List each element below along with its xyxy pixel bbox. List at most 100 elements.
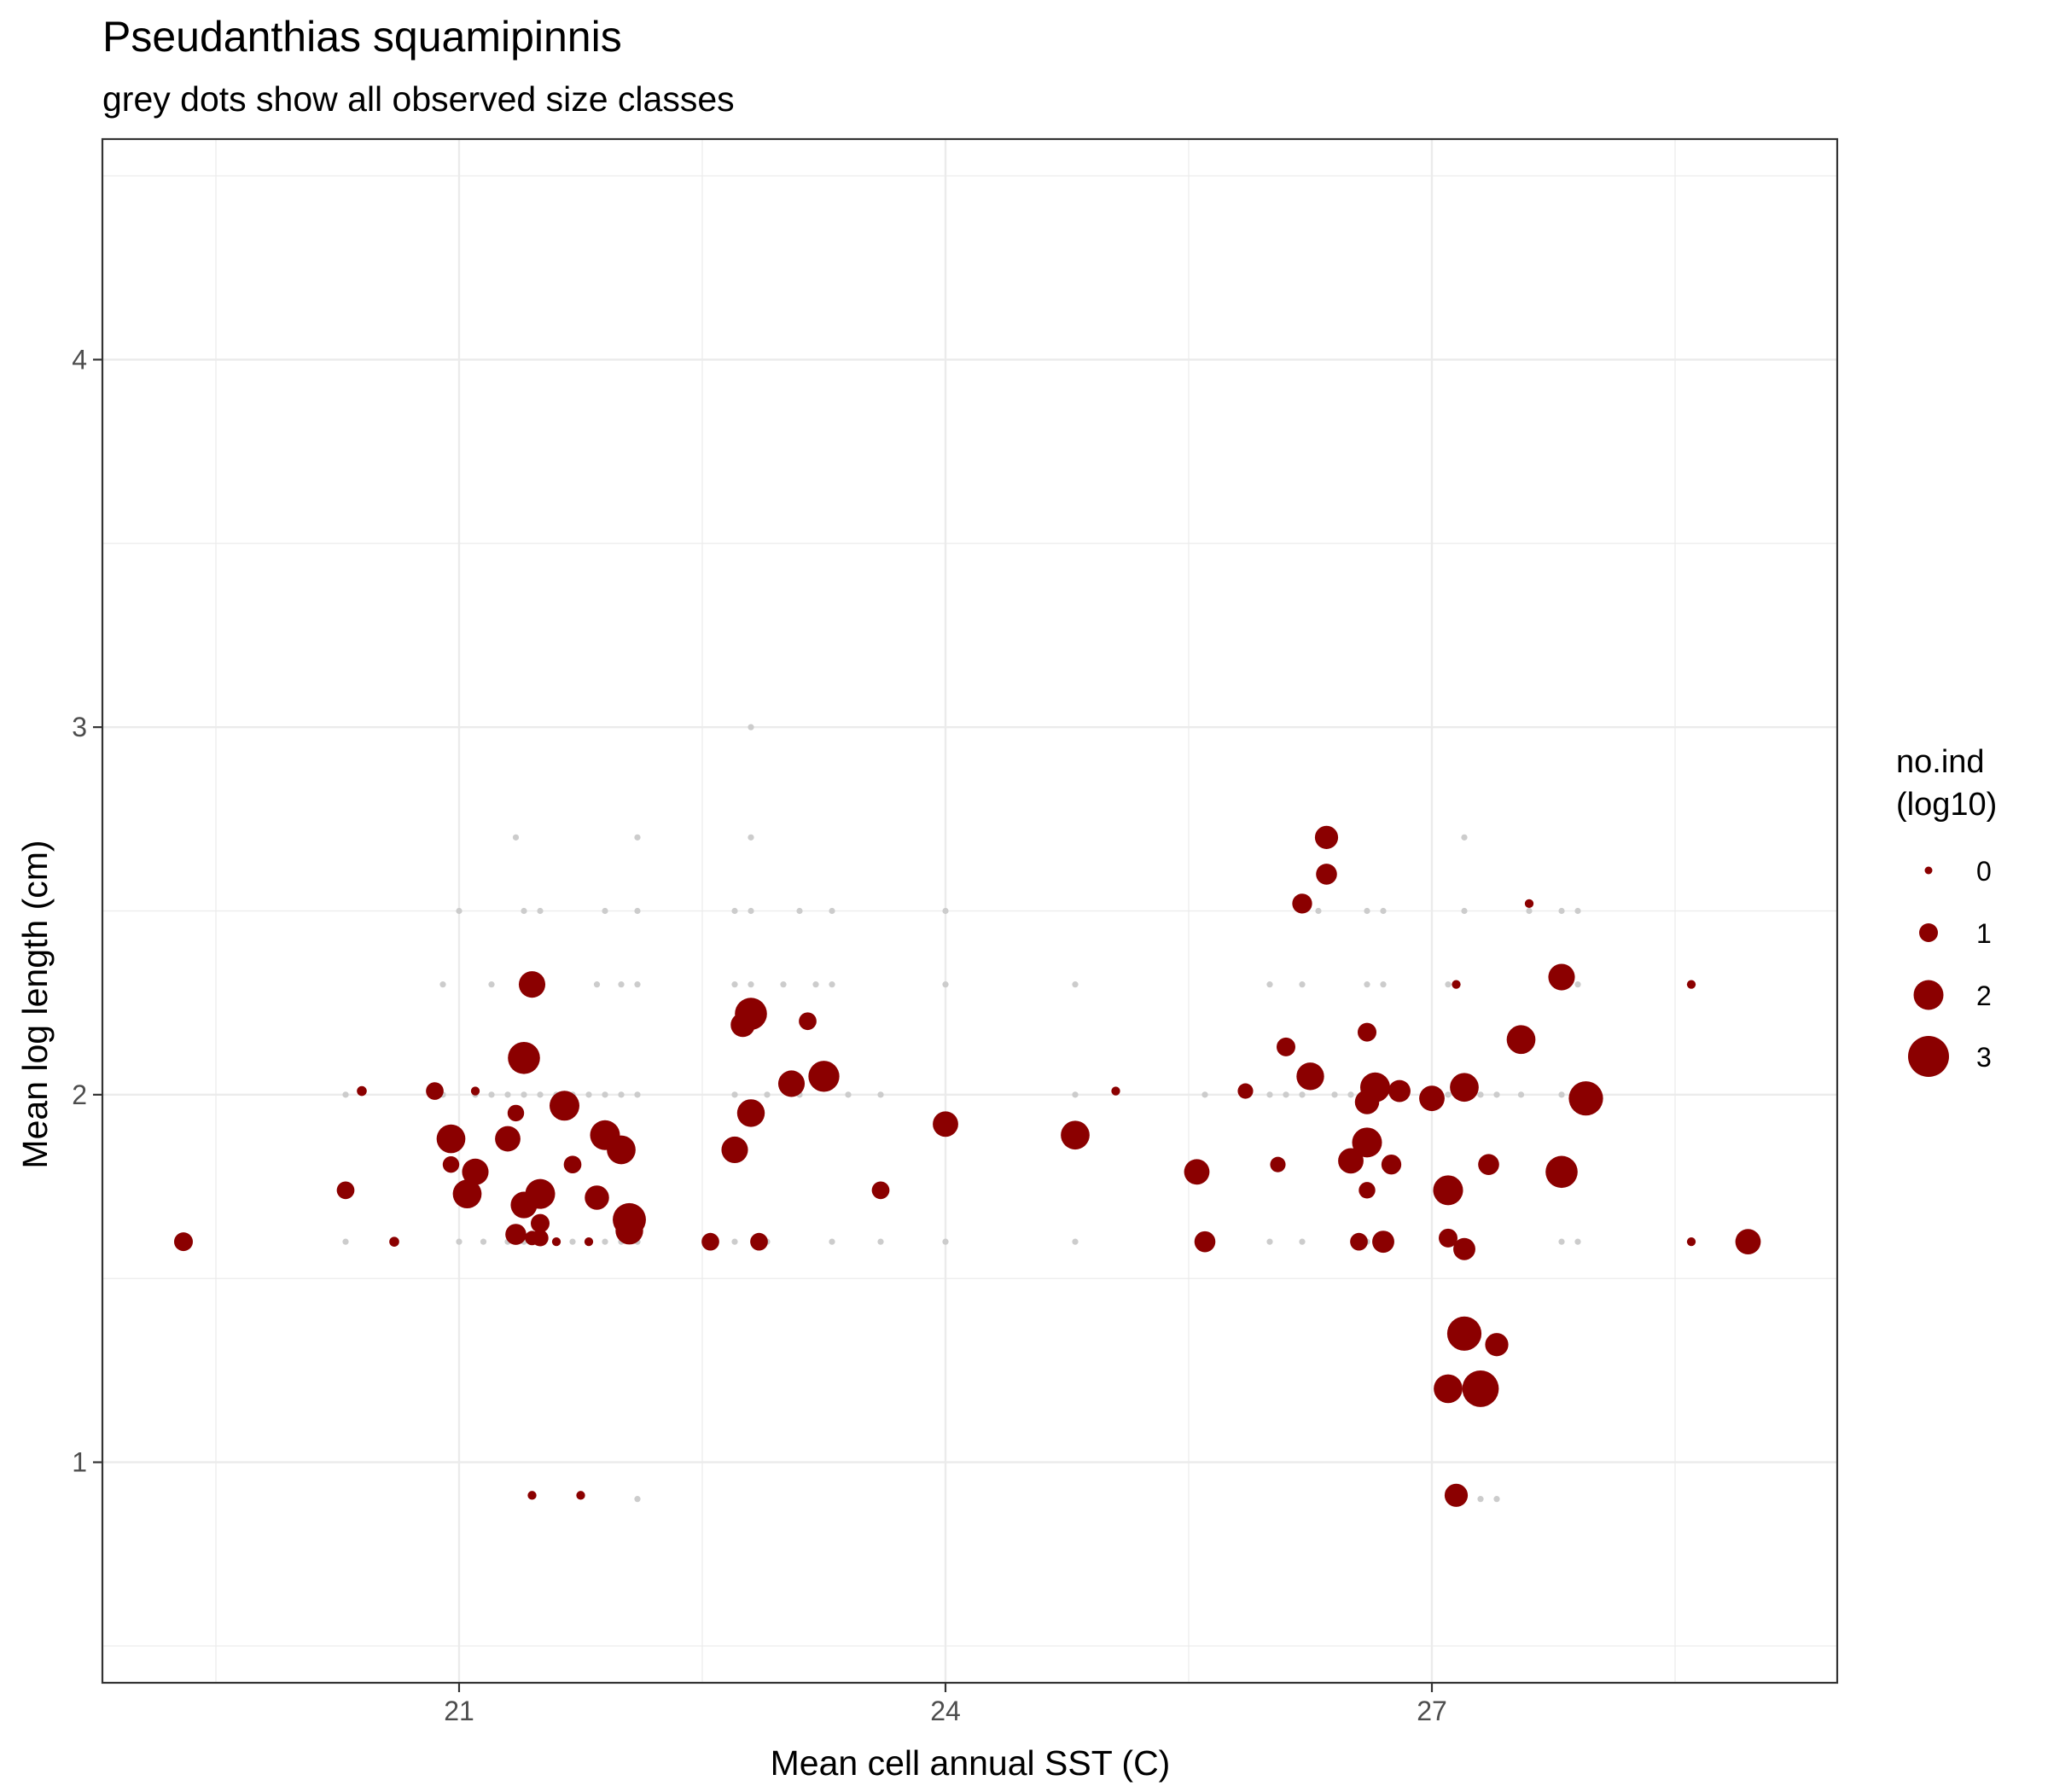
grey-size-class-point [1558, 1091, 1565, 1098]
plot-grid [102, 139, 1837, 1683]
grey-size-class-point [1347, 1091, 1354, 1098]
mean-length-point [357, 1085, 367, 1097]
mean-length-point [1452, 980, 1461, 989]
mean-length-point [1453, 1237, 1475, 1260]
grey-size-class-point [942, 907, 949, 915]
grey-size-class-point [1072, 1091, 1079, 1098]
grey-size-class-point [1526, 907, 1533, 915]
mean-length-point [750, 1232, 768, 1251]
mean-length-point [1686, 980, 1696, 989]
grey-size-class-point [1266, 1091, 1273, 1098]
mean-length-point [1446, 1316, 1482, 1351]
y-tick-label: 1 [72, 1447, 87, 1478]
mean-length-point [1061, 1120, 1090, 1150]
mean-length-point [736, 1099, 765, 1127]
grey-size-class-point [1574, 1238, 1581, 1245]
mean-length-point [1194, 1231, 1216, 1253]
grey-size-class-point [1315, 907, 1322, 915]
grey-size-class-point [1477, 1496, 1484, 1503]
mean-length-point [1314, 825, 1339, 849]
grey-size-class-point [1283, 1091, 1289, 1098]
grey-size-class-point [780, 981, 787, 988]
mean-length-point [507, 1104, 525, 1122]
mean-length-point [1270, 1156, 1286, 1172]
grey-size-class-point [829, 1238, 835, 1245]
mean-length-point [607, 1135, 636, 1165]
mean-length-point [436, 1124, 466, 1154]
mean-length-point [1237, 1083, 1254, 1099]
grey-size-class-point [593, 981, 601, 988]
mean-length-point [1433, 1175, 1463, 1206]
x-tick-label: 27 [1417, 1696, 1447, 1726]
grey-size-class-point [1380, 907, 1387, 915]
mean-length-point [1352, 1127, 1382, 1158]
y-tick-label: 2 [72, 1079, 87, 1110]
mean-length-point [701, 1232, 719, 1251]
grey-size-class-point [504, 1091, 511, 1098]
grey-size-class-point [1299, 1091, 1306, 1098]
mean-length-point [1506, 1025, 1536, 1055]
mean-length-point [1381, 1155, 1402, 1175]
mean-length-point [174, 1232, 193, 1252]
mean-length-point [1686, 1236, 1696, 1247]
legend-label-3: 3 [1976, 1042, 1992, 1073]
legend-title-line-1: no.ind [1896, 744, 1985, 780]
grey-size-class-point [521, 1091, 527, 1098]
grey-size-class-point [796, 907, 803, 915]
grey-size-class-point [1072, 981, 1079, 988]
legend-key-1 [1919, 923, 1938, 942]
grey-size-class-point [748, 724, 754, 730]
mean-length-point [470, 1086, 480, 1096]
grey-size-class-point [456, 1238, 463, 1245]
mean-length-point [1439, 1228, 1457, 1248]
grey-size-class-point [634, 1496, 641, 1503]
mean-length-point [933, 1111, 958, 1137]
mean-length-point [585, 1185, 609, 1210]
grey-size-class-point [731, 981, 738, 988]
mean-length-point [532, 1230, 549, 1247]
grey-size-class-point [1445, 1091, 1452, 1098]
mean-length-point [1524, 899, 1534, 909]
chart-subtitle: grey dots show all observed size classes [102, 79, 735, 119]
mean-length-point [576, 1491, 585, 1500]
mean-length-point [527, 1491, 537, 1500]
mean-length-point [508, 1041, 540, 1074]
mean-length-point [1419, 1085, 1445, 1112]
grey-size-class-point [1574, 981, 1581, 988]
grey-size-class-point [731, 907, 738, 915]
grey-size-class-point [488, 981, 495, 988]
grey-size-class-point [488, 1091, 495, 1098]
y-tick-label: 4 [72, 344, 87, 375]
mean-length-point [462, 1158, 489, 1185]
grey-size-class-point [480, 1238, 487, 1245]
grey-size-class-point [748, 834, 754, 841]
panel-border [101, 137, 1839, 1684]
grey-size-class-point [569, 1238, 576, 1245]
mean-length-point [1277, 1037, 1295, 1056]
grey-size-class-point [634, 1091, 641, 1098]
grey-size-class-point [585, 1091, 592, 1098]
legend-key-0 [1924, 866, 1933, 875]
grey-size-class-point [1266, 1238, 1273, 1245]
grey-size-class-point [1574, 907, 1581, 915]
grey-size-class-point [342, 1091, 349, 1098]
grey-size-class-point [877, 1091, 884, 1098]
grey-size-class-point [537, 907, 544, 915]
mean-length-point [1338, 1148, 1364, 1174]
grey-size-class-point [634, 981, 641, 988]
mean-length-point [799, 1012, 817, 1031]
mean-length-point [550, 1091, 579, 1121]
grey-size-class-point [634, 907, 641, 915]
mean-length-point [1316, 864, 1337, 885]
mean-length-point [442, 1155, 460, 1173]
mean-length-point [777, 1070, 806, 1097]
mean-length-point [721, 1136, 748, 1164]
mean-length-point [1444, 1483, 1469, 1507]
grey-size-class-point [1364, 907, 1370, 915]
grey-size-class-point [439, 981, 446, 988]
grey-size-class-point [521, 907, 527, 915]
y-tick-label: 3 [72, 712, 87, 742]
grey-size-class-point [731, 1238, 738, 1245]
mean-length-point [1485, 1333, 1509, 1357]
chart-title: Pseudanthias squamipinnis [102, 13, 622, 61]
